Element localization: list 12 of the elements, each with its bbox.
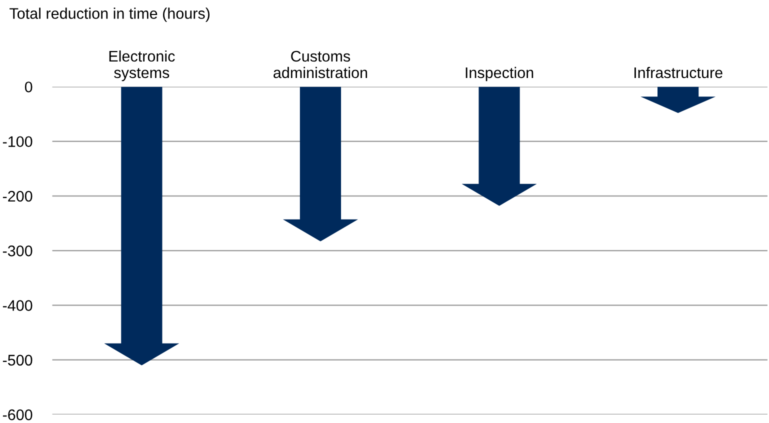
y-tick-label: -200 [2, 190, 32, 202]
x-tick-label: Infrastructure [634, 66, 722, 78]
chart-title: Total reduction in time (hours) [10, 8, 210, 22]
x-tick-label: Electronic systems [109, 50, 175, 82]
y-tick-label: -400 [2, 300, 32, 311]
x-tick-label: Inspection [466, 66, 534, 82]
y-tick-label: -100 [2, 136, 32, 148]
x-tick-label: Customs administration [274, 50, 368, 78]
y-tick-label: 0 [24, 82, 32, 92]
y-tick-label: -600 [2, 409, 32, 420]
y-tick-label: -300 [2, 245, 32, 256]
y-tick-label: -500 [2, 354, 32, 366]
